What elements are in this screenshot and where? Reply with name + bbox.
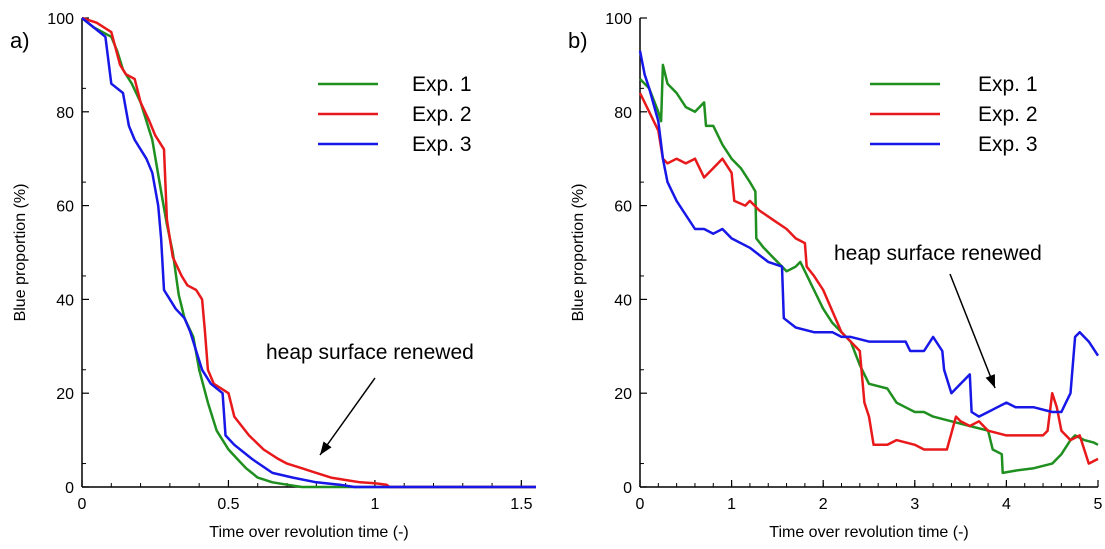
x-tick-label: 0: [78, 496, 87, 513]
x-tick-label: 2: [819, 496, 828, 513]
y-tick-label: 40: [614, 292, 632, 309]
annotation-text: heap surface renewed: [266, 341, 474, 364]
y-tick-label: 0: [623, 480, 632, 497]
x-tick-label: 1: [727, 496, 736, 513]
series-line-exp-1: [639, 63, 1099, 475]
y-tick-label: 20: [614, 386, 632, 403]
legend-label-exp-1: Exp. 1: [978, 73, 1038, 96]
chart-panel-b: b) 0 20 40 60 80 100 0 1 2 3 4 5 Time over revolution…: [568, 11, 1103, 541]
legend-label-exp-2: Exp. 2: [412, 103, 472, 126]
y-tick-label: 60: [614, 199, 632, 216]
y-tick-label: 100: [47, 11, 74, 28]
panel-label: b): [568, 28, 588, 53]
x-tick-label: 0: [636, 496, 645, 513]
y-tick-label: 20: [56, 386, 74, 403]
y-tick-label: 60: [56, 199, 74, 216]
y-tick-label: 100: [605, 11, 632, 28]
x-tick-label: 0.5: [217, 496, 239, 513]
x-tick-label: 4: [1002, 496, 1011, 513]
annotation-arrow-head: [985, 374, 995, 388]
y-axis-label: Blue proportion (%): [12, 184, 29, 322]
panel-label: a): [10, 28, 30, 53]
y-tick-label: 80: [56, 105, 74, 122]
series-line-exp-2: [81, 16, 536, 489]
x-tick-label: 3: [910, 496, 919, 513]
y-tick-label: 0: [65, 480, 74, 497]
series-line-exp-3: [638, 50, 1100, 418]
y-tick-label: 80: [614, 105, 632, 122]
annotation-text: heap surface renewed: [834, 242, 1042, 265]
series-line-exp-3: [81, 17, 536, 489]
annotation-arrow-head: [320, 441, 332, 455]
annotation-arrow-line: [949, 273, 996, 389]
annotation-arrow-line: [319, 377, 376, 456]
series-line-exp-2: [638, 92, 1099, 465]
x-tick-label: 1.5: [510, 496, 532, 513]
legend-label-exp-1: Exp. 1: [412, 73, 472, 96]
legend-label-exp-2: Exp. 2: [978, 103, 1038, 126]
x-axis-label: Time over revolution time (-): [209, 524, 408, 541]
x-axis-label: Time over revolution time (-): [769, 524, 968, 541]
x-tick-label: 1: [370, 496, 379, 513]
y-tick-label: 40: [56, 292, 74, 309]
legend-label-exp-3: Exp. 3: [978, 133, 1038, 156]
x-tick-label: 5: [1094, 496, 1103, 513]
chart-panel-a: a) 0 20 40 60 80 100 0 0.5 1 1.5 Time over revoluti…: [10, 11, 536, 541]
legend-label-exp-3: Exp. 3: [412, 133, 472, 156]
y-axis-label: Blue proportion (%): [570, 184, 587, 322]
